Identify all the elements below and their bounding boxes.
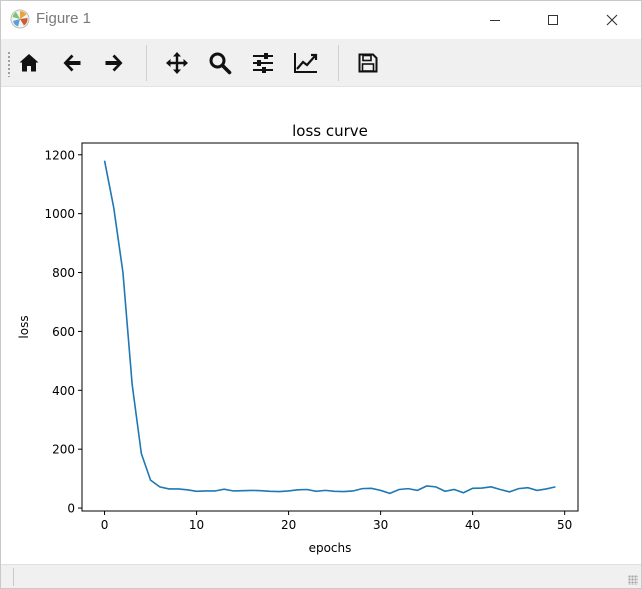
arrow-left-icon [63, 54, 81, 72]
y-tick-label: 600 [52, 325, 75, 339]
title-bar: Figure 1 [1, 1, 641, 39]
y-tick-label: 400 [52, 384, 75, 398]
loss-series-line [103, 160, 556, 495]
figure-canvas[interactable]: loss curve 0 200 400 600 800 1000 1200 0 10 20 30… [1, 87, 641, 564]
y-tick-label: 800 [52, 266, 75, 280]
save-button[interactable] [351, 46, 385, 80]
floppy-disk-icon [358, 53, 378, 73]
x-axis-label: epochs [309, 541, 352, 555]
x-tick-label: 40 [465, 518, 480, 532]
chart-title: loss curve [292, 122, 368, 140]
x-tick-label: 50 [557, 518, 572, 532]
forward-button[interactable] [97, 46, 131, 80]
line-chart-icon [294, 53, 318, 73]
maximize-button[interactable] [530, 1, 576, 39]
arrow-right-icon [105, 54, 123, 72]
home-icon [19, 54, 39, 72]
y-tick-label: 1200 [44, 148, 75, 162]
pan-button[interactable] [160, 46, 194, 80]
y-tick-label: 200 [52, 443, 75, 457]
x-tick-label: 20 [281, 518, 296, 532]
zoom-button[interactable] [203, 46, 237, 80]
toolbar-grip[interactable] [7, 51, 11, 77]
matplotlib-logo-icon [10, 9, 30, 29]
minimize-icon [490, 20, 500, 21]
y-tick-label: 0 [67, 502, 75, 516]
status-separator [13, 568, 14, 586]
subplots-button[interactable] [246, 46, 280, 80]
minimize-button[interactable] [472, 1, 518, 39]
back-button[interactable] [55, 46, 89, 80]
y-tick-label: 1000 [44, 207, 75, 221]
close-icon [606, 14, 618, 26]
x-axis: 0 10 20 30 40 50 [101, 511, 572, 532]
status-bar [1, 564, 641, 588]
y-axis-label: loss [17, 315, 31, 338]
x-tick-label: 30 [373, 518, 388, 532]
customize-button[interactable] [289, 46, 323, 80]
sliders-icon [253, 53, 273, 73]
x-tick-label: 10 [189, 518, 204, 532]
resize-grip[interactable] [628, 575, 638, 585]
navigation-toolbar [1, 39, 641, 87]
close-button[interactable] [589, 1, 635, 39]
plot-frame [81, 142, 579, 512]
move-icon [166, 52, 188, 74]
y-axis: 0 200 400 600 800 1000 1200 [44, 148, 82, 516]
x-tick-label: 0 [101, 518, 109, 532]
window-title: Figure 1 [36, 10, 92, 27]
home-button[interactable] [12, 46, 46, 80]
toolbar-separator [146, 45, 147, 81]
toolbar-separator [338, 45, 339, 81]
loss-curve-chart: loss curve 0 200 400 600 800 1000 1200 0 10 20 30… [17, 122, 579, 555]
search-icon [209, 52, 232, 75]
maximize-icon [548, 15, 558, 25]
